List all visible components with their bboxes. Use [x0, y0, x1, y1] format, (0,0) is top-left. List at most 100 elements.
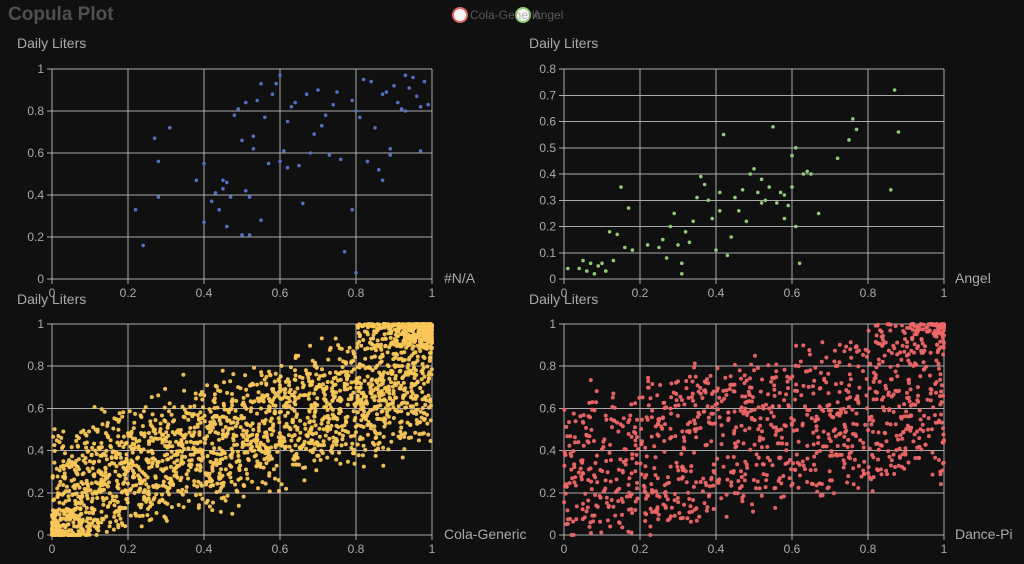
data-point — [842, 349, 847, 354]
data-point — [365, 346, 370, 351]
data-point — [148, 419, 153, 424]
data-point — [131, 426, 136, 431]
data-point — [929, 322, 933, 326]
data-point — [851, 432, 855, 436]
legend-item-cola-generic[interactable]: Cola-Generic — [452, 7, 541, 23]
data-point — [384, 90, 389, 94]
data-point — [318, 374, 322, 379]
data-point — [420, 362, 425, 366]
data-point — [202, 220, 206, 225]
data-point — [683, 230, 688, 234]
data-point — [248, 383, 253, 388]
data-point — [633, 443, 638, 448]
data-point — [136, 455, 140, 460]
data-point — [780, 441, 785, 446]
data-point — [209, 199, 214, 204]
data-point — [114, 519, 119, 523]
data-point — [222, 451, 227, 456]
data-point — [820, 493, 825, 498]
data-point — [656, 419, 661, 424]
data-point — [788, 376, 793, 381]
data-point — [892, 88, 897, 92]
data-point — [809, 416, 814, 421]
data-point — [939, 412, 943, 417]
data-point — [603, 413, 608, 418]
data-point — [339, 346, 344, 351]
data-point — [89, 452, 94, 457]
data-point — [275, 449, 280, 454]
data-point — [345, 402, 350, 407]
data-point — [174, 439, 179, 444]
data-point — [679, 451, 684, 456]
data-point — [57, 440, 62, 445]
data-point — [734, 444, 739, 449]
data-point — [427, 328, 432, 333]
data-point — [701, 476, 706, 481]
data-point — [350, 207, 355, 212]
data-point — [146, 492, 151, 497]
data-point — [303, 393, 307, 397]
data-point — [913, 456, 918, 460]
data-point — [195, 413, 200, 418]
data-point — [85, 532, 90, 537]
data-point — [680, 398, 684, 402]
data-point — [915, 324, 920, 329]
data-point — [593, 493, 598, 497]
data-point — [89, 481, 94, 486]
data-point — [363, 329, 367, 334]
data-point — [777, 476, 782, 481]
x-tick-label: 0.2 — [120, 542, 137, 556]
data-point — [175, 430, 180, 435]
data-point — [325, 455, 330, 460]
x-tick-label: 0 — [561, 286, 568, 300]
data-point — [705, 404, 710, 409]
data-point — [423, 402, 428, 407]
data-point — [759, 201, 764, 205]
data-point — [425, 340, 430, 345]
data-point — [282, 424, 287, 429]
data-point — [581, 443, 586, 448]
data-point — [156, 159, 161, 164]
data-point — [278, 383, 282, 388]
data-point — [228, 475, 233, 480]
data-point — [255, 444, 260, 449]
data-point — [755, 366, 760, 370]
data-point — [236, 503, 241, 508]
data-point — [244, 387, 249, 392]
data-point — [829, 449, 834, 454]
data-point — [186, 446, 191, 451]
data-point — [277, 420, 282, 425]
data-point — [846, 405, 851, 409]
data-point — [373, 453, 378, 458]
data-point — [816, 211, 821, 216]
data-point — [588, 261, 593, 266]
data-point — [260, 393, 265, 398]
data-point — [221, 401, 226, 406]
data-point — [391, 352, 396, 356]
data-point — [388, 396, 393, 401]
data-point — [241, 494, 246, 499]
data-point — [586, 478, 591, 482]
legend-item-angel[interactable]: Angel — [514, 7, 563, 23]
data-point — [219, 467, 223, 472]
data-point — [331, 102, 336, 107]
data-point — [198, 410, 203, 415]
data-point — [156, 484, 161, 489]
data-point — [640, 395, 645, 400]
data-point — [57, 468, 62, 473]
data-point — [279, 396, 284, 401]
data-point — [689, 464, 694, 469]
data-point — [596, 264, 600, 268]
data-point — [385, 324, 390, 329]
data-point — [771, 125, 775, 129]
data-point — [850, 444, 855, 449]
data-point — [110, 498, 115, 503]
data-point — [930, 427, 934, 432]
data-point — [230, 426, 235, 431]
data-point — [748, 385, 752, 390]
data-point — [221, 178, 225, 183]
data-point — [322, 387, 327, 392]
data-point — [941, 352, 946, 357]
data-point — [376, 416, 381, 421]
data-point — [838, 431, 843, 436]
